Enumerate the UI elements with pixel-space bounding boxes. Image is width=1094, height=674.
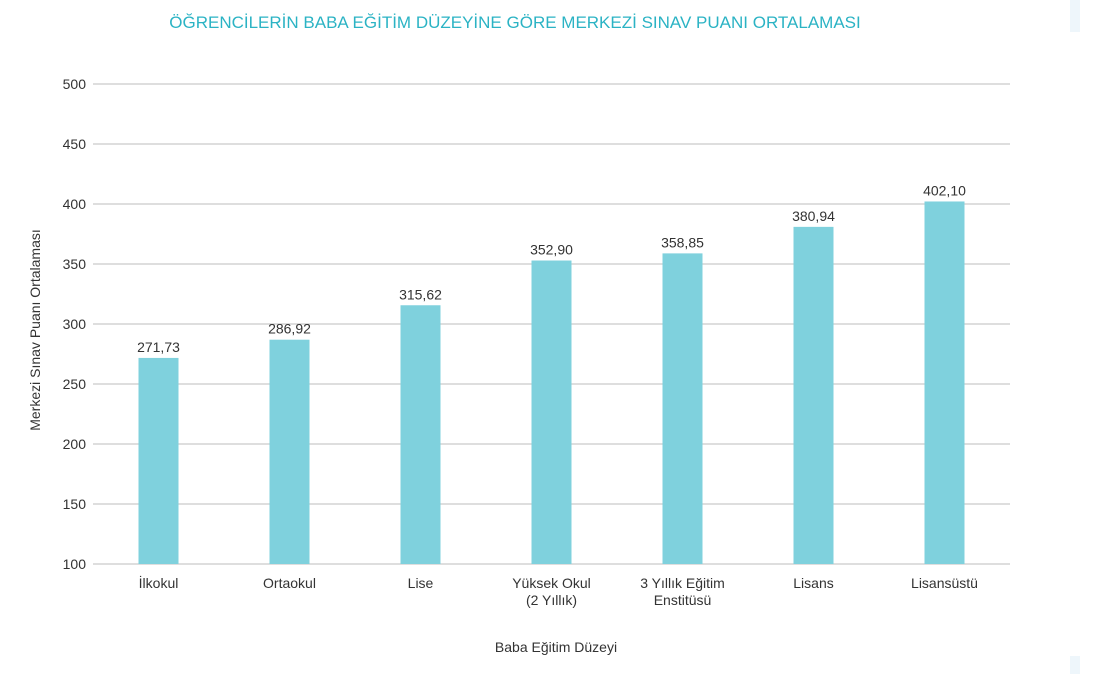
data-label: 271,73 bbox=[137, 339, 180, 355]
y-tick-label: 100 bbox=[63, 556, 87, 572]
x-tick-label: Yüksek Okul (2 Yıllık) bbox=[512, 575, 591, 608]
x-tick-label-line: Yüksek Okul bbox=[512, 575, 591, 591]
x-tick-label-line: (2 Yıllık) bbox=[526, 592, 577, 608]
data-label: 358,85 bbox=[661, 234, 704, 250]
x-tick-label: Ortaokul bbox=[263, 575, 316, 591]
data-label: 380,94 bbox=[792, 208, 835, 224]
bar bbox=[662, 253, 703, 564]
bar bbox=[269, 339, 310, 564]
edge-decoration-bottom bbox=[1070, 656, 1080, 674]
y-tick-label: 350 bbox=[63, 256, 87, 272]
bar bbox=[793, 226, 834, 564]
data-label: 286,92 bbox=[268, 321, 311, 337]
y-tick-label: 450 bbox=[63, 136, 87, 152]
chart-title: ÖĞRENCİLERİN BABA EĞİTİM DÜZEYİNE GÖRE M… bbox=[169, 13, 860, 32]
y-tick-label: 500 bbox=[63, 76, 87, 92]
bar bbox=[400, 305, 441, 564]
value-labels: 271,73 286,92 315,62 352,90 358,85 380,94 402,… bbox=[137, 182, 966, 354]
x-tick-label: Lisansüstü bbox=[911, 575, 978, 591]
y-axis-title: Merkezi Sınav Puanı Ortalaması bbox=[27, 229, 43, 431]
data-label: 315,62 bbox=[399, 286, 442, 302]
bar bbox=[531, 260, 572, 564]
x-tick-label-line: Lise bbox=[408, 575, 434, 591]
y-tick-label: 200 bbox=[63, 436, 87, 452]
y-axis-ticks: 100 150 200 250 300 350 400 450 500 bbox=[63, 76, 87, 572]
x-axis-title: Baba Eğitim Düzeyi bbox=[495, 639, 617, 655]
y-tick-label: 300 bbox=[63, 316, 87, 332]
x-tick-label: Lisans bbox=[793, 575, 833, 591]
data-label: 352,90 bbox=[530, 242, 573, 258]
x-tick-label-line: 3 Yıllık Eğitim bbox=[640, 575, 725, 591]
bar bbox=[924, 201, 965, 565]
y-tick-label: 250 bbox=[63, 376, 87, 392]
y-tick-label: 150 bbox=[63, 496, 87, 512]
x-tick-label-line: İlkokul bbox=[139, 574, 179, 591]
y-tick-label: 400 bbox=[63, 196, 87, 212]
x-axis-ticks: İlkokul Ortaokul Lise Yüksek Okul (2 Yıllık)… bbox=[139, 574, 978, 608]
data-label: 402,10 bbox=[923, 182, 966, 198]
x-tick-label-line: Ortaokul bbox=[263, 575, 316, 591]
bar bbox=[138, 357, 179, 564]
x-tick-label-line: Lisans bbox=[793, 575, 833, 591]
x-tick-label-line: Enstitüsü bbox=[654, 592, 712, 608]
x-tick-label: Lise bbox=[408, 575, 434, 591]
x-tick-label: İlkokul bbox=[139, 574, 179, 591]
edge-decoration-top bbox=[1070, 0, 1080, 32]
x-tick-label: 3 Yıllık Eğitim Enstitüsü bbox=[640, 575, 725, 608]
bars bbox=[138, 201, 965, 565]
x-tick-label-line: Lisansüstü bbox=[911, 575, 978, 591]
